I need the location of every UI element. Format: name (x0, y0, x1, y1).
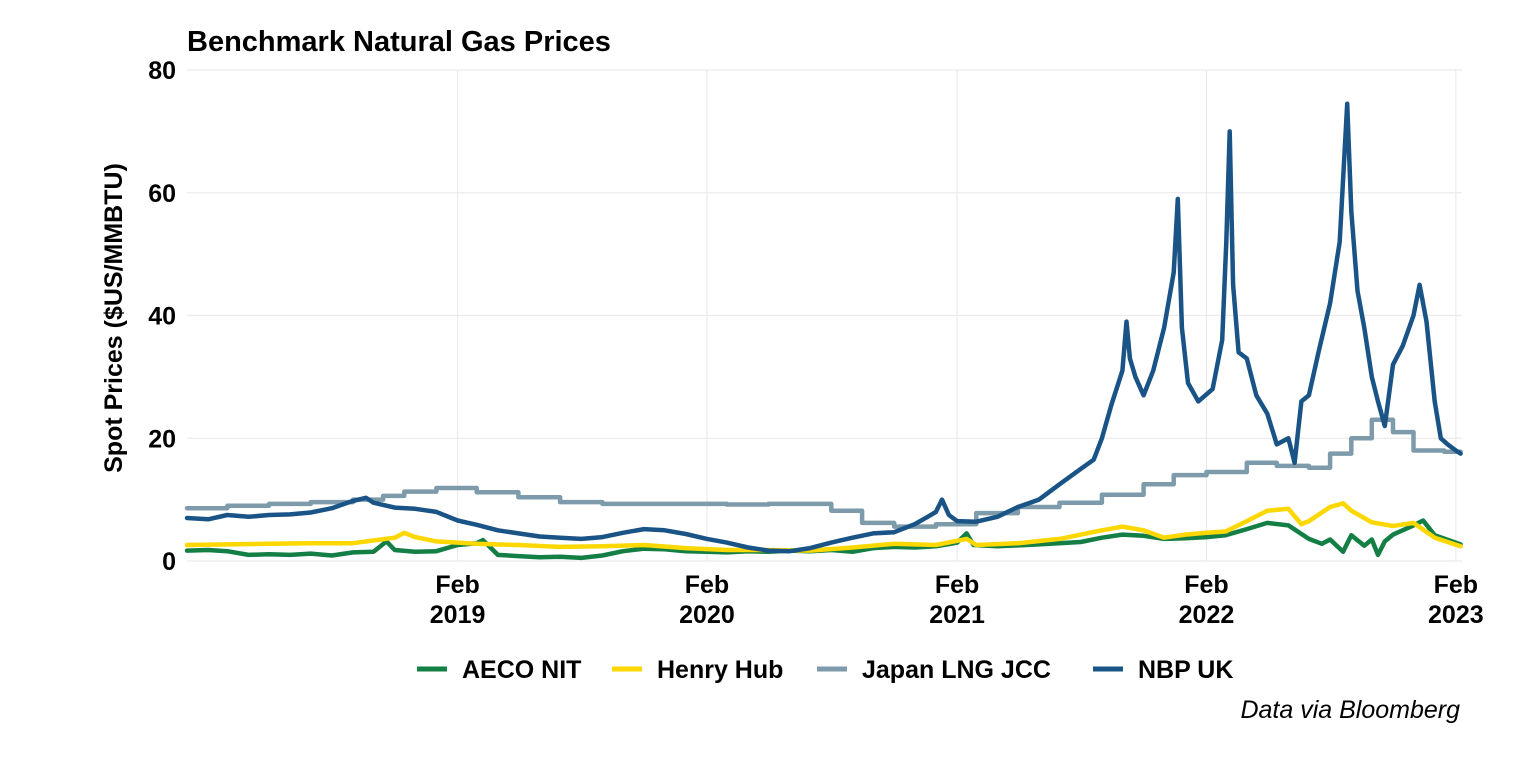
y-tick-label: 20 (148, 425, 176, 453)
x-tick-label: Feb 2020 (679, 571, 735, 629)
y-axis-ticks: 0 20 40 60 80 (148, 57, 176, 576)
x-tick-label: Feb 2019 (430, 571, 486, 629)
x-tick-label: Feb 2021 (929, 571, 985, 629)
legend-label: NBP UK (1138, 656, 1233, 684)
y-tick-label: 80 (148, 57, 176, 85)
y-tick-label: 40 (148, 303, 176, 331)
x-tick-label: Feb 2023 (1428, 571, 1484, 629)
chart-title: Benchmark Natural Gas Prices (187, 26, 611, 58)
gridlines (187, 69, 1462, 562)
legend: AECO NIT Henry Hub Japan LNG JCC NBP UK (417, 656, 1233, 684)
x-tick-label: Feb 2022 (1179, 571, 1235, 629)
y-tick-label: 60 (148, 180, 176, 208)
caption: Data via Bloomberg (1240, 696, 1460, 724)
series-line-japan-lng-jcc (184, 417, 1463, 529)
x-axis-ticks: Feb 2019 Feb 2020 Feb 2021 Feb 2022 Feb 2023 (430, 571, 1484, 629)
legend-label: Henry Hub (657, 656, 783, 684)
series-line-nbp-uk (184, 101, 1463, 554)
y-tick-label: 0 (162, 548, 176, 576)
series-line-henry-hub (184, 501, 1463, 553)
legend-label: AECO NIT (462, 656, 581, 684)
plot-area (184, 101, 1463, 561)
y-axis-label: Spot Prices ($US/MMBTU) (100, 163, 128, 473)
series-line-aeco-nit (184, 518, 1463, 561)
legend-label: Japan LNG JCC (862, 656, 1051, 684)
